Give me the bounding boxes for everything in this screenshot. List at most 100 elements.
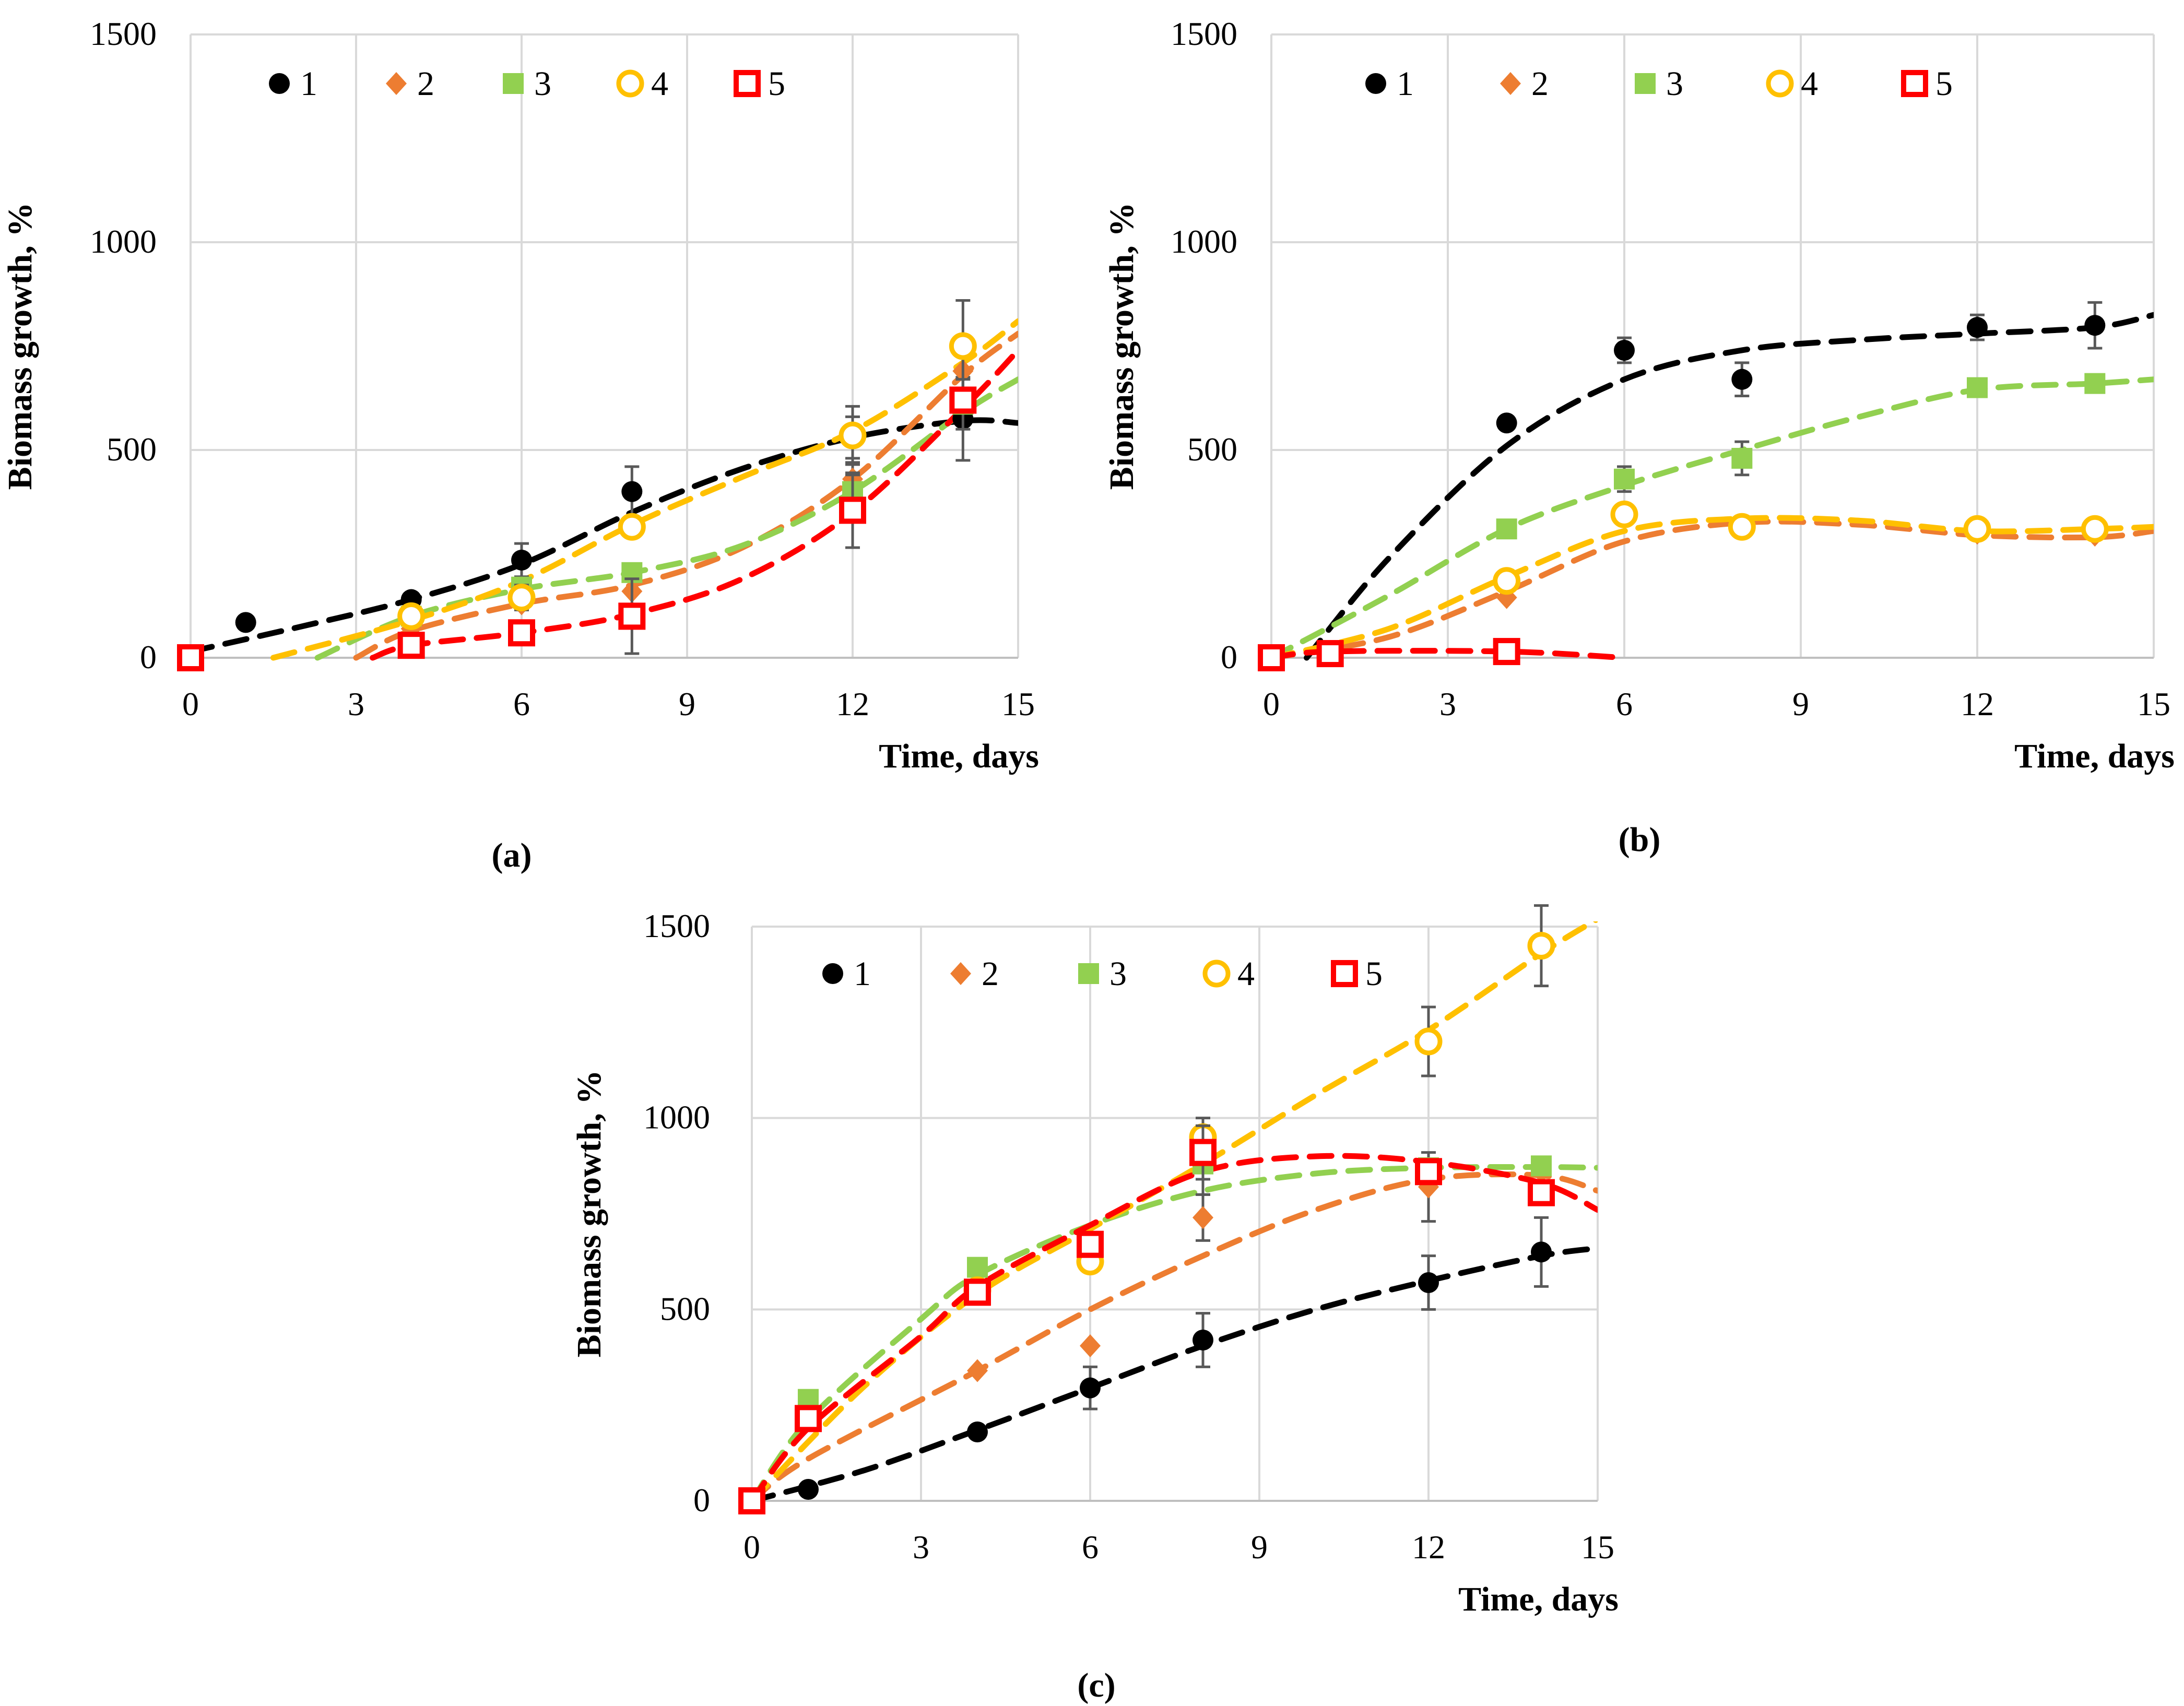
x-axis-title: Time, days (2014, 737, 2175, 775)
data-point-series-4 (1414, 1027, 1443, 1056)
data-point-series-3 (1967, 377, 1988, 398)
legend-label-series-1: 1 (300, 65, 317, 103)
data-point-series-1 (1531, 1241, 1552, 1263)
y-tick-label: 1500 (643, 907, 710, 944)
trend-line-series-3 (749, 1164, 1598, 1504)
x-tick-label: 9 (1251, 1529, 1268, 1566)
y-axis-title: Biomass growth, % (1103, 203, 1141, 490)
y-tick-label: 0 (1221, 638, 1237, 676)
x-tick-label: 3 (348, 685, 364, 722)
x-tick-label: 3 (1439, 685, 1456, 722)
data-point-series-4 (1527, 932, 1555, 960)
x-tick-label: 12 (1961, 685, 1994, 722)
data-point-series-4 (1610, 500, 1638, 528)
data-point-series-5 (949, 386, 977, 414)
x-tick-label: 6 (513, 685, 530, 722)
legend: 1 2 3 4 5 (269, 65, 785, 103)
data-point-series-5 (1258, 644, 1285, 671)
x-tick-label: 15 (1001, 685, 1035, 722)
y-tick-label: 0 (693, 1482, 710, 1519)
legend-marker-series-1 (822, 963, 843, 984)
data-point-series-1 (235, 612, 256, 633)
data-point-series-4 (839, 421, 867, 449)
legend-label-series-1: 1 (1397, 65, 1414, 103)
data-point-series-5 (1316, 640, 1344, 668)
data-point-series-3 (1531, 1155, 1552, 1177)
x-tick-label: 12 (836, 685, 869, 722)
x-tick-label: 9 (1792, 685, 1809, 722)
data-point-series-1 (621, 481, 643, 502)
trend-line-series-3 (1268, 376, 2154, 661)
data-point-series-4 (1493, 567, 1521, 595)
legend-label-series-2: 2 (417, 65, 434, 103)
data-point-series-3 (1731, 447, 1753, 469)
data-point-series-5 (508, 619, 535, 647)
data-point-series-1 (1496, 412, 1517, 434)
y-tick-label: 500 (1187, 431, 1237, 468)
data-point-series-1 (1967, 317, 1988, 338)
panel-label: (b) (1619, 821, 1661, 859)
data-point-series-1 (1418, 1272, 1439, 1293)
y-axis-title: Biomass growth, % (570, 1070, 608, 1358)
data-point-series-1 (967, 1421, 988, 1442)
data-point-series-3 (1614, 468, 1635, 490)
data-point-series-5 (1077, 1230, 1104, 1258)
data-point-series-1 (1614, 339, 1635, 361)
data-point-series-4 (2081, 515, 2109, 543)
x-tick-label: 0 (182, 685, 199, 722)
data-point-series-1 (1193, 1330, 1213, 1350)
data-point-series-4 (397, 602, 426, 630)
trend-line-series-5 (749, 1153, 1598, 1504)
legend-marker-series-2 (386, 72, 407, 95)
legend-label-series-5: 5 (1365, 955, 1383, 993)
x-tick-label: 0 (743, 1529, 760, 1566)
data-point-series-2 (967, 1359, 988, 1382)
data-point-series-4 (618, 513, 646, 541)
trend-line-series-2 (353, 330, 1018, 661)
x-tick-label: 15 (1581, 1529, 1614, 1566)
legend-label-series-5: 5 (768, 65, 785, 103)
data-point-series-4 (949, 332, 977, 360)
y-tick-label: 1500 (90, 15, 157, 52)
legend-marker-series-1 (269, 73, 290, 94)
trend-line-series-5 (1268, 648, 1627, 661)
trend-line-series-1 (749, 1245, 1598, 1504)
data-point-series-5 (964, 1278, 991, 1306)
legend-label-series-1: 1 (854, 955, 871, 993)
data-point-series-5 (397, 632, 425, 659)
data-point-series-1 (1080, 1377, 1101, 1399)
data-point-series-3 (967, 1257, 988, 1278)
legend: 1 2 3 4 5 (822, 955, 1383, 993)
y-tick-label: 1000 (90, 223, 157, 260)
data-point-series-5 (795, 1405, 822, 1432)
data-point-series-5 (1493, 638, 1520, 666)
x-tick-label: 12 (1412, 1529, 1445, 1566)
data-point-series-5 (839, 496, 866, 524)
x-tick-label: 3 (913, 1529, 929, 1566)
panel-label: (a) (492, 836, 532, 874)
x-axis-title: Time, days (879, 737, 1039, 775)
x-tick-label: 15 (2137, 685, 2170, 722)
legend-marker-series-2 (950, 962, 971, 985)
plot-area (187, 318, 1018, 661)
data-point-series-2 (1193, 1206, 1213, 1229)
data-point-series-4 (507, 584, 536, 612)
legend-label-series-3: 3 (1109, 955, 1127, 993)
plot-area (749, 921, 1598, 1504)
data-point-series-5 (177, 644, 204, 671)
legend-marker-series-3 (1078, 963, 1099, 984)
trend-line-series-2 (749, 1171, 1598, 1504)
x-tick-label: 0 (1263, 685, 1280, 722)
legend-marker-series-2 (1500, 72, 1521, 95)
legend-label-series-3: 3 (534, 65, 551, 103)
y-tick-label: 1000 (643, 1099, 710, 1136)
legend-marker-series-4 (1202, 959, 1231, 988)
data-point-series-3 (1496, 518, 1517, 540)
data-point-series-5 (618, 602, 646, 630)
legend-marker-series-4 (1766, 69, 1794, 98)
legend-label-series-4: 4 (1237, 955, 1255, 993)
legend-label-series-2: 2 (1531, 65, 1549, 103)
